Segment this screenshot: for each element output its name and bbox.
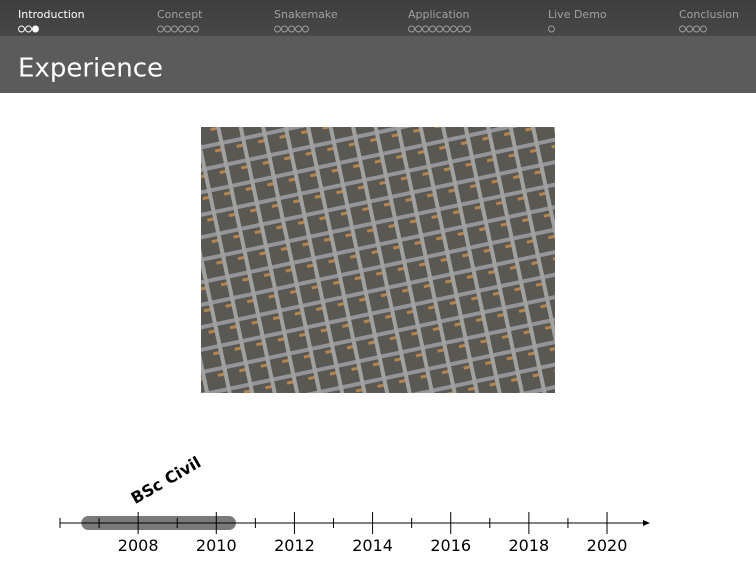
nav-section[interactable]: Application (408, 8, 469, 21)
nav-dot[interactable] (464, 25, 471, 33)
slide-title: Experience (18, 54, 163, 84)
nav-dot[interactable] (693, 25, 700, 33)
navigation: Introduction Concept Snakemake Application L… (18, 8, 739, 33)
period-label: BSc Civil (128, 453, 205, 508)
tick-label: 2008 (118, 536, 159, 555)
nav-bar (0, 0, 756, 36)
nav-dot[interactable] (295, 25, 302, 33)
nav-dot[interactable] (429, 25, 436, 33)
tick-label: 2018 (509, 536, 550, 555)
nav-dot[interactable] (171, 25, 178, 33)
timeline: BSc Civil 2008 2010 2012 2014 2016 2018 2020 (59, 453, 650, 555)
nav-dot[interactable] (18, 25, 25, 33)
nav-section[interactable]: Concept (157, 8, 203, 21)
nav-dot[interactable] (192, 25, 199, 33)
nav-dot[interactable] (185, 25, 192, 33)
nav-dot[interactable] (700, 25, 707, 33)
nav-dot[interactable] (178, 25, 185, 33)
nav-dot[interactable] (302, 25, 309, 33)
nav-section[interactable]: Conclusion (679, 8, 739, 21)
nav-dot[interactable] (164, 25, 171, 33)
nav-dot[interactable] (548, 25, 555, 33)
title-bar (0, 36, 756, 93)
nav-dot[interactable] (408, 25, 415, 33)
nav-dot[interactable] (457, 25, 464, 33)
nav-section[interactable]: Live Demo (548, 8, 607, 21)
tick-label: 2020 (587, 536, 628, 555)
tick-label: 2014 (352, 536, 393, 555)
tick-label: 2010 (196, 536, 237, 555)
nav-dot[interactable] (281, 25, 288, 33)
nav-dot[interactable] (422, 25, 429, 33)
tick-label: 2012 (274, 536, 315, 555)
nav-dot[interactable] (415, 25, 422, 33)
nav-dot[interactable] (686, 25, 693, 33)
nav-dot[interactable] (157, 25, 164, 33)
tick-label: 2016 (430, 536, 471, 555)
nav-section[interactable]: Snakemake (274, 8, 338, 21)
nav-dot[interactable] (436, 25, 443, 33)
nav-dot[interactable] (450, 25, 457, 33)
axis-arrow (643, 520, 650, 526)
nav-dot[interactable] (288, 25, 295, 33)
nav-dot[interactable] (32, 25, 39, 33)
nav-dot[interactable] (274, 25, 281, 33)
nav-section[interactable]: Introduction (18, 8, 85, 21)
nav-dot[interactable] (443, 25, 450, 33)
photo (201, 127, 555, 393)
nav-dot[interactable] (25, 25, 32, 33)
nav-dot[interactable] (679, 25, 686, 33)
